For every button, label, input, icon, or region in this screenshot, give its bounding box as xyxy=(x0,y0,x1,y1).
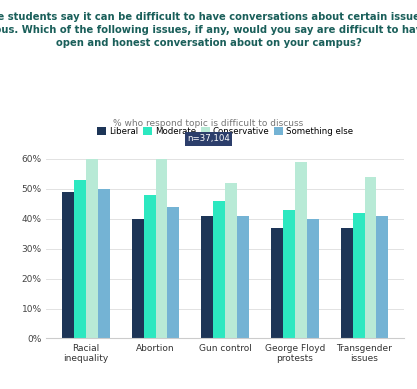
Bar xyxy=(225,183,237,338)
Bar xyxy=(283,210,295,338)
Legend: Liberal, Moderate, Conservative, Something else: Liberal, Moderate, Conservative, Somethi… xyxy=(97,127,353,136)
Bar xyxy=(237,216,249,338)
Bar xyxy=(167,207,179,338)
Bar xyxy=(306,219,319,338)
Bar xyxy=(98,189,110,338)
Text: % who respond topic is difficult to discuss: % who respond topic is difficult to disc… xyxy=(113,119,304,128)
Bar xyxy=(144,195,156,338)
Bar xyxy=(295,162,306,338)
Bar xyxy=(132,219,144,338)
Bar xyxy=(271,228,283,338)
Bar xyxy=(156,159,167,338)
Bar xyxy=(214,201,225,338)
Bar xyxy=(201,216,214,338)
Bar xyxy=(364,177,377,338)
Bar xyxy=(353,213,364,338)
Bar xyxy=(62,192,74,338)
Text: n=37,104: n=37,104 xyxy=(187,134,230,143)
Bar xyxy=(86,159,98,338)
Text: Some students say it can be difficult to have conversations about certain issues: Some students say it can be difficult to… xyxy=(0,12,417,48)
Bar xyxy=(377,216,388,338)
Bar xyxy=(74,180,86,338)
Bar xyxy=(341,228,353,338)
